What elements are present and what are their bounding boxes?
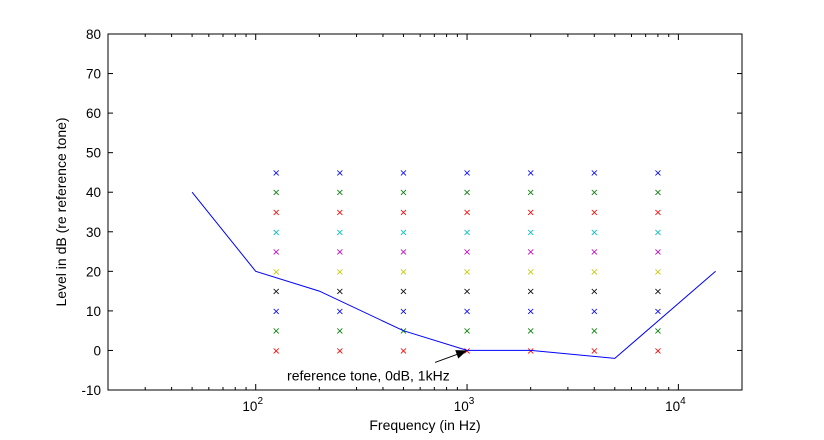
- marker-point: ×: [654, 267, 662, 278]
- annotation-text: reference tone, 0dB, 1kHz: [287, 367, 450, 383]
- y-tick-label: 0: [93, 343, 101, 358]
- marker-point: ×: [590, 326, 598, 337]
- marker-point: ×: [463, 326, 471, 337]
- y-tick-label: -10: [81, 383, 101, 398]
- marker-point: ×: [526, 188, 534, 199]
- marker-point: ×: [336, 306, 344, 317]
- series-line: [191, 191, 716, 359]
- marker-point: ×: [654, 208, 662, 219]
- marker-point: ×: [526, 208, 534, 219]
- marker-point: ×: [336, 346, 344, 357]
- marker-point: ×: [590, 306, 598, 317]
- x-axis-label: Frequency (in Hz): [369, 417, 480, 433]
- y-tick-label: 50: [86, 146, 101, 161]
- marker-point: ×: [463, 346, 471, 357]
- marker-point: ×: [463, 168, 471, 179]
- marker-grid: × × × × × × × × × × × × × × × × × × × × × × × × × × × × × × × × × × × × × × × ×…: [272, 168, 662, 357]
- marker-point: ×: [590, 346, 598, 357]
- marker-point: ×: [336, 168, 344, 179]
- marker-point: ×: [336, 287, 344, 298]
- marker-point: ×: [336, 247, 344, 258]
- marker-point: ×: [272, 287, 280, 298]
- x-tick-label: 102: [242, 396, 263, 414]
- marker-point: ×: [463, 306, 471, 317]
- marker-point: ×: [399, 168, 407, 179]
- marker-point: ×: [272, 188, 280, 199]
- marker-point: ×: [654, 188, 662, 199]
- marker-point: ×: [463, 208, 471, 219]
- marker-point: ×: [463, 227, 471, 238]
- marker-point: ×: [654, 168, 662, 179]
- marker-point: ×: [590, 247, 598, 258]
- marker-point: ×: [654, 227, 662, 238]
- marker-point: ×: [336, 326, 344, 337]
- y-tick-label: 10: [86, 304, 101, 319]
- annotation: reference tone, 0dB, 1kHz: [287, 350, 468, 383]
- marker-point: ×: [526, 306, 534, 317]
- marker-point: ×: [526, 267, 534, 278]
- y-tick-label: 20: [86, 264, 101, 279]
- y-tick-label: 70: [86, 67, 101, 82]
- marker-point: ×: [526, 247, 534, 258]
- plot-frame: [107, 33, 743, 391]
- marker-point: ×: [590, 227, 598, 238]
- marker-point: ×: [463, 247, 471, 258]
- marker-point: ×: [463, 287, 471, 298]
- marker-point: ×: [399, 346, 407, 357]
- marker-point: ×: [336, 208, 344, 219]
- y-tick-label: 60: [86, 106, 101, 121]
- marker-point: ×: [399, 287, 407, 298]
- marker-point: ×: [590, 287, 598, 298]
- marker-point: ×: [272, 346, 280, 357]
- marker-point: ×: [526, 168, 534, 179]
- marker-point: ×: [590, 267, 598, 278]
- marker-point: ×: [336, 267, 344, 278]
- marker-point: ×: [654, 287, 662, 298]
- marker-point: ×: [272, 247, 280, 258]
- y-axis-label: Level in dB (re reference tone): [53, 117, 69, 306]
- marker-point: ×: [399, 208, 407, 219]
- marker-point: ×: [336, 227, 344, 238]
- axis-ticks: -10 0 10 20 30 40 50 60 70 80 102 103 104: [81, 27, 743, 414]
- marker-point: ×: [272, 227, 280, 238]
- marker-point: ×: [654, 326, 662, 337]
- marker-point: ×: [590, 188, 598, 199]
- marker-point: ×: [399, 247, 407, 258]
- marker-point: ×: [272, 326, 280, 337]
- marker-point: ×: [654, 306, 662, 317]
- marker-point: ×: [399, 306, 407, 317]
- marker-point: ×: [272, 168, 280, 179]
- x-tick-label: 103: [454, 396, 475, 414]
- marker-point: ×: [399, 188, 407, 199]
- marker-point: ×: [336, 188, 344, 199]
- marker-point: ×: [526, 346, 534, 357]
- marker-point: ×: [590, 168, 598, 179]
- y-tick-label: 80: [86, 27, 101, 42]
- annotation-arrow-shaft: [434, 352, 462, 363]
- marker-point: ×: [590, 208, 598, 219]
- marker-point: ×: [272, 267, 280, 278]
- annotation-arrowhead: [455, 350, 468, 359]
- x-tick-label: 104: [665, 396, 686, 414]
- marker-point: ×: [463, 188, 471, 199]
- marker-point: ×: [654, 346, 662, 357]
- y-tick-label: 30: [86, 225, 101, 240]
- marker-point: ×: [399, 326, 407, 337]
- marker-point: ×: [272, 306, 280, 317]
- marker-point: ×: [463, 267, 471, 278]
- marker-point: ×: [526, 227, 534, 238]
- marker-point: ×: [272, 208, 280, 219]
- marker-point: ×: [526, 326, 534, 337]
- marker-point: ×: [399, 227, 407, 238]
- marker-point: ×: [399, 267, 407, 278]
- marker-point: ×: [526, 287, 534, 298]
- marker-point: ×: [654, 247, 662, 258]
- y-tick-label: 40: [86, 185, 101, 200]
